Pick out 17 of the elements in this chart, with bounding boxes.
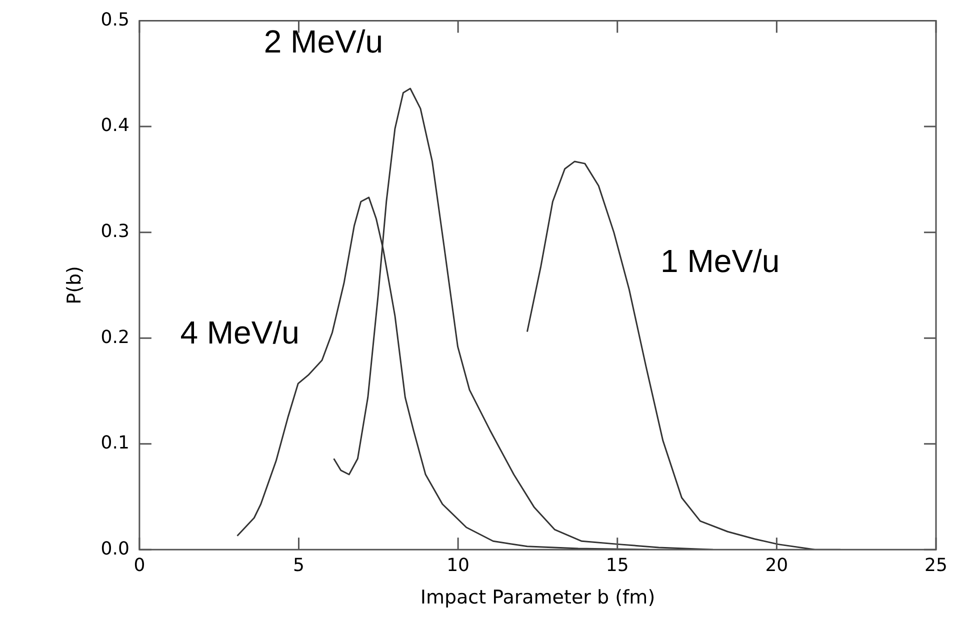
y-tick-label: 0.4 <box>100 115 130 136</box>
x-tick-label: 0 <box>134 555 146 576</box>
series-label: 2 MeV/u <box>264 23 384 60</box>
x-tick-label: 5 <box>293 555 304 576</box>
x-tick-label: 25 <box>924 555 948 576</box>
x-tick-label: 20 <box>765 555 788 576</box>
series-label: 4 MeV/u <box>180 314 300 351</box>
x-axis-title: Impact Parameter b (fm) <box>420 586 656 609</box>
y-tick-label: 0.3 <box>100 220 130 242</box>
series-label: 1 MeV/u <box>660 242 780 279</box>
x-tick-label: 10 <box>446 555 470 576</box>
x-tick-label: 15 <box>606 555 629 576</box>
y-tick-label: 0.5 <box>100 9 130 30</box>
y-tick-label: 0.1 <box>100 432 130 454</box>
y-tick-label: 0.0 <box>100 538 130 560</box>
y-tick-label: 0.2 <box>100 326 130 348</box>
y-axis-title: P(b) <box>63 266 86 304</box>
